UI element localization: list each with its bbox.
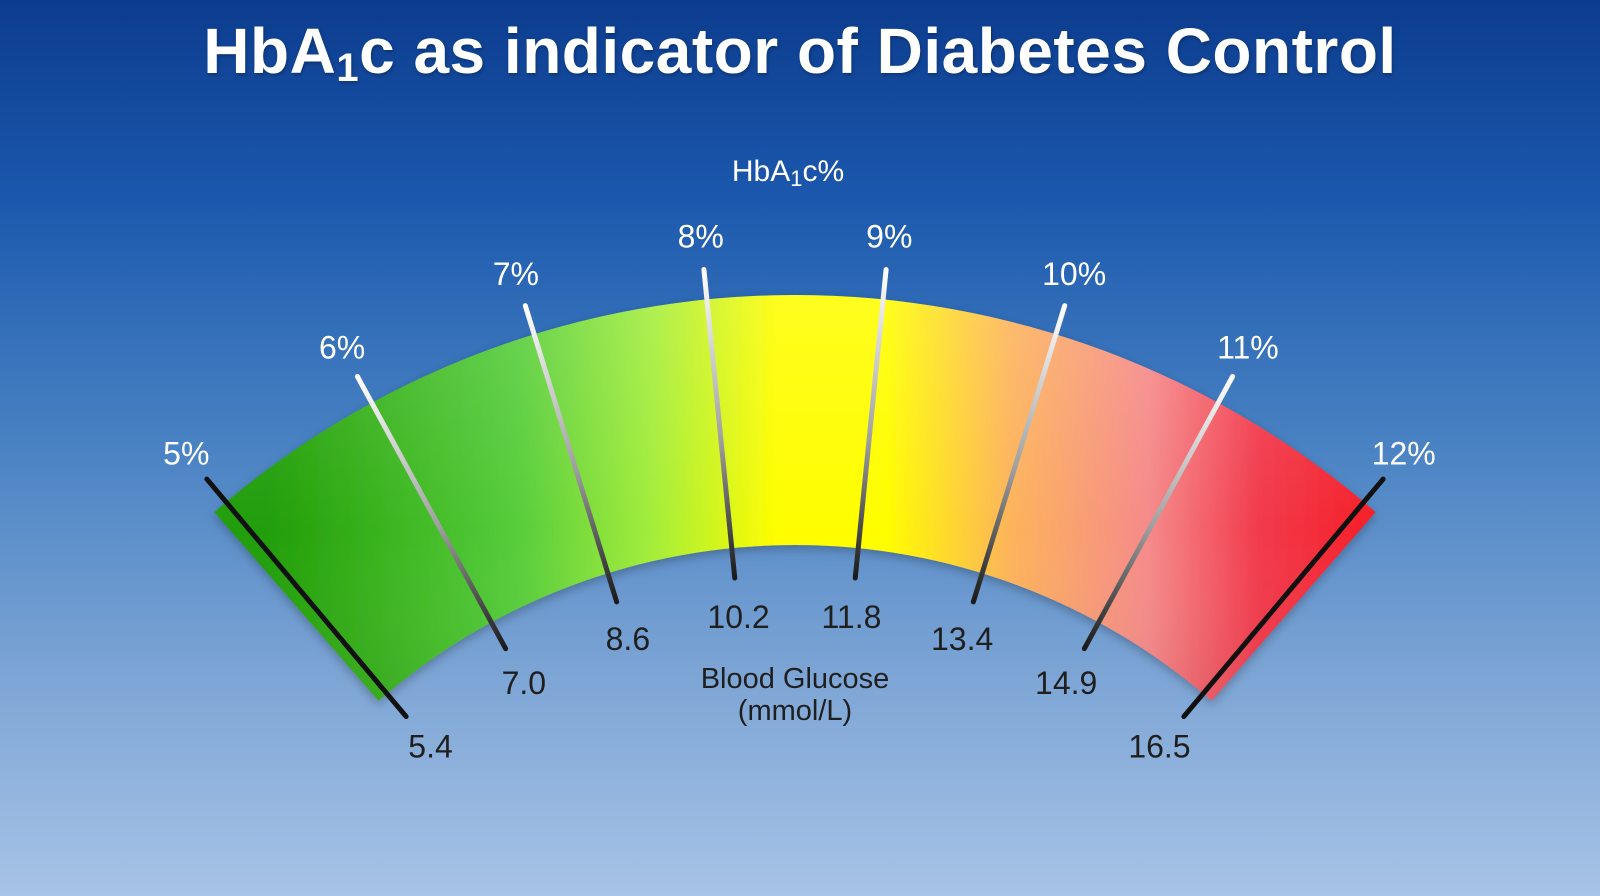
glucose-label-16.5: 16.5 <box>1128 729 1190 765</box>
tick-line-7 <box>522 303 620 605</box>
glucose-label-7.0: 7.0 <box>502 665 546 701</box>
glucose-label-13.4: 13.4 <box>931 621 993 657</box>
tick-line-5 <box>204 476 409 720</box>
gauge-band-shading <box>214 294 1376 701</box>
glucose-axis-label-line1: Blood Glucose <box>701 663 890 695</box>
hba1c-label-9: 9% <box>866 219 912 255</box>
hba1c-label-11: 11% <box>1217 329 1279 365</box>
tick-line-12 <box>1181 476 1386 720</box>
hba1c-label-7: 7% <box>493 256 539 292</box>
glucose-label-5.4: 5.4 <box>408 729 452 765</box>
glucose-label-11.8: 11.8 <box>822 599 882 635</box>
hba1c-axis-label: HbA1c% <box>732 155 844 191</box>
tick-line-10 <box>970 303 1068 605</box>
title-subscript: 1 <box>336 46 360 90</box>
title-prefix: HbA <box>203 15 337 87</box>
slide-title: HbA1c as indicator of Diabetes Control <box>0 14 1600 91</box>
glucose-axis-label-line2: (mmol/L) <box>738 695 852 727</box>
hba1c-label-5: 5% <box>163 436 209 472</box>
hba1c-label-10: 10% <box>1042 256 1106 292</box>
glucose-label-8.6: 8.6 <box>606 621 650 657</box>
tick-line-6 <box>354 373 509 652</box>
gauge-ticks: 5% 5.4 6% 7.0 7% 8.6 8% 10.2 9% 11.8 10% 13.4 11% 14.… <box>163 219 1436 765</box>
hba1c-label-8: 8% <box>678 219 724 255</box>
tick-line-9 <box>852 267 889 581</box>
tick-line-8 <box>701 267 738 581</box>
glucose-label-10.2: 10.2 <box>707 599 769 635</box>
title-suffix: c as indicator of Diabetes Control <box>359 15 1397 87</box>
tick-line-11 <box>1081 373 1236 652</box>
glucose-label-14.9: 14.9 <box>1035 665 1097 701</box>
hba1c-label-6: 6% <box>319 329 365 365</box>
hba1c-label-12: 12% <box>1372 436 1436 472</box>
